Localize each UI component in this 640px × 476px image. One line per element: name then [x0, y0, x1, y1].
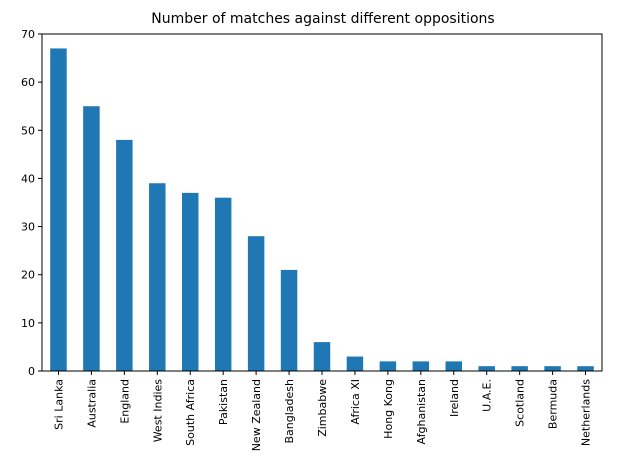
- y-tick-label: 50: [21, 124, 35, 137]
- y-tick-label: 20: [21, 269, 35, 282]
- y-tick-label: 60: [21, 76, 35, 89]
- bar-afghanistan: [412, 361, 430, 371]
- bar-west-indies: [149, 183, 166, 371]
- bar-south-africa: [182, 192, 199, 371]
- bar-scotland: [511, 366, 528, 371]
- x-tick-label: Bermuda: [547, 379, 560, 429]
- x-tick-label: West Indies: [151, 379, 164, 443]
- y-tick-label: 0: [28, 365, 35, 378]
- x-tick-label: Africa XI: [349, 379, 362, 425]
- bar-bangladesh: [280, 269, 298, 371]
- x-tick-label: Australia: [85, 379, 98, 428]
- bar-sri-lanka: [50, 48, 67, 371]
- x-tick-label: U.A.E.: [481, 379, 494, 412]
- x-tick-label: Pakistan: [217, 379, 230, 425]
- x-tick-label: Afghanistan: [415, 379, 428, 445]
- x-tick-label: Netherlands: [580, 379, 593, 446]
- bar-australia: [83, 106, 100, 371]
- bar-england: [116, 139, 133, 371]
- bar-bermuda: [544, 366, 561, 371]
- x-tick-label: Sri Lanka: [52, 379, 65, 430]
- bar-zimbabwe: [313, 342, 331, 371]
- y-tick-label: 30: [21, 221, 35, 234]
- x-tick-label: South Africa: [184, 379, 197, 446]
- y-tick-label: 10: [21, 317, 35, 330]
- x-tick-label: Scotland: [514, 379, 527, 427]
- y-tick-label: 40: [21, 172, 35, 185]
- bar-ireland: [445, 361, 462, 371]
- x-tick-label: Zimbabwe: [316, 379, 329, 437]
- bar-new-zealand: [247, 236, 265, 371]
- x-tick-label: England: [118, 379, 131, 424]
- bar-netherlands: [577, 366, 594, 371]
- x-axis: Sri Lanka Australia England West Indies Sout…: [52, 371, 593, 451]
- bars-group: [50, 48, 594, 371]
- x-tick-label: New Zealand: [250, 379, 263, 451]
- plot-frame: [41, 33, 603, 372]
- x-tick-label: Hong Kong: [382, 379, 395, 439]
- y-tick-label: 70: [21, 28, 35, 41]
- chart-title: Number of matches against different oppo…: [151, 11, 494, 27]
- x-tick-label: Ireland: [448, 379, 461, 417]
- bar-u-a-e: [478, 366, 495, 371]
- x-tick-label: Bangladesh: [283, 379, 296, 444]
- bar-africa-xi: [346, 356, 364, 371]
- bar-hong-kong: [379, 361, 397, 371]
- bar-pakistan: [214, 197, 232, 371]
- y-axis: 0 10 20 30 40 50 60 70: [21, 28, 42, 378]
